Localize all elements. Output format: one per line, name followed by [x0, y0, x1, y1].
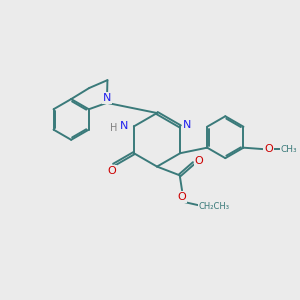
Text: N: N	[103, 93, 111, 103]
Text: N: N	[120, 122, 129, 131]
Text: O: O	[264, 143, 273, 154]
Text: O: O	[108, 166, 117, 176]
Text: N: N	[183, 120, 192, 130]
Text: CH₃: CH₃	[280, 145, 297, 154]
Text: CH₂CH₃: CH₂CH₃	[199, 202, 230, 211]
Text: O: O	[178, 192, 186, 202]
Text: O: O	[195, 156, 203, 166]
Text: H: H	[110, 123, 118, 133]
